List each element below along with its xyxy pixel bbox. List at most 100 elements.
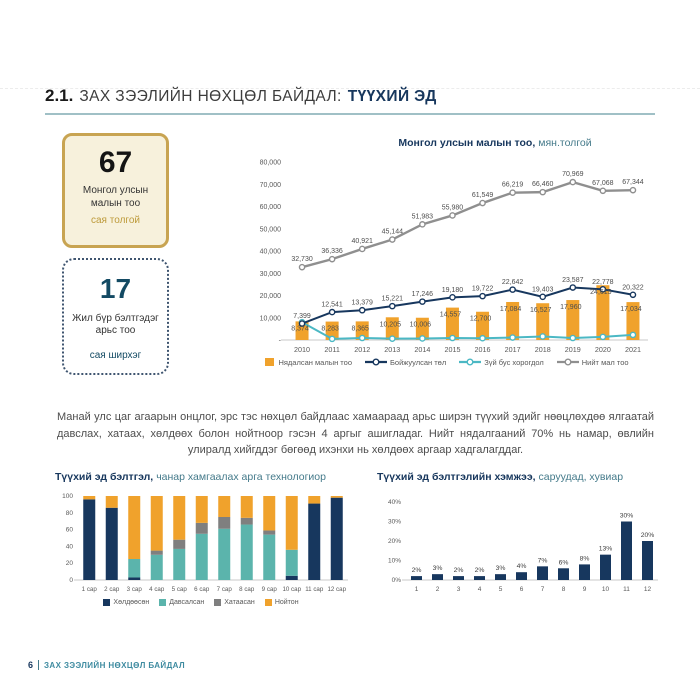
slaughter-bar: [385, 317, 399, 340]
section-title-accent: ТҮҮХИЙ ЭД: [347, 88, 437, 105]
legend-item: Бойжуулсан төл: [365, 357, 446, 367]
svg-text:50,000: 50,000: [260, 226, 282, 233]
svg-text:16,527: 16,527: [530, 307, 552, 314]
svg-text:3%: 3%: [433, 565, 443, 572]
svg-text:10: 10: [602, 586, 610, 593]
legend-label: Зүй бус хорогдол: [484, 357, 544, 367]
svg-text:7 сар: 7 сар: [217, 586, 233, 593]
legend-label: Нойтон: [274, 599, 299, 606]
svg-text:40: 40: [66, 543, 74, 550]
livestock-combo-chart: 80,000 70,000 60,000 50,000 40,000 30,000 20,0…: [260, 160, 648, 354]
svg-text:14,557: 14,557: [440, 312, 462, 319]
prep-method-chart-title: Түүхий эд бэлтгэл, чанар хамгаалах арга т…: [55, 471, 326, 483]
stack-segment: [218, 528, 231, 580]
chart-title-bold: Монгол улсын малын тоо,: [398, 137, 536, 149]
svg-text:17,960: 17,960: [560, 304, 582, 311]
stack-segment: [105, 496, 118, 508]
stack-segment: [308, 503, 321, 580]
svg-text:70,969: 70,969: [562, 171, 584, 178]
prep-method-chart-legend: Хөлдөөсөн Давсалсан Хатаасан Нойтон: [50, 599, 352, 606]
svg-text:19,722: 19,722: [472, 286, 494, 293]
svg-text:6%: 6%: [559, 559, 569, 566]
chart-title-rest: саруудад, хувиар: [538, 471, 624, 483]
percent-bar: [579, 564, 590, 580]
svg-text:2%: 2%: [454, 567, 464, 574]
chart-title-bold: Түүхий эд бэлтгэл,: [55, 471, 154, 483]
svg-text:20%: 20%: [388, 538, 401, 545]
stack-segment: [195, 522, 208, 534]
svg-text:2015: 2015: [444, 345, 460, 354]
svg-text:2014: 2014: [414, 345, 430, 354]
color-swatch-icon: [159, 599, 167, 606]
svg-text:3 сар: 3 сар: [127, 586, 143, 593]
slaughter-bar: [596, 285, 610, 340]
percent-bar: [474, 576, 485, 580]
svg-text:3%: 3%: [496, 565, 506, 572]
stack-segment: [285, 496, 298, 550]
svg-text:2019: 2019: [565, 345, 581, 354]
svg-text:23,587: 23,587: [562, 277, 584, 284]
chart-title-rest: мян.толгой: [538, 137, 592, 149]
stat-label: Жил бүр бэлтгэдэг арьс тоо: [72, 312, 159, 337]
page-footer: 6 ЗАХ ЗЭЭЛИЙН НӨХЦӨЛ БАЙДАЛ: [28, 660, 185, 670]
legend-item: Нядалсан малын тоо: [265, 357, 352, 367]
svg-text:12 сар: 12 сар: [327, 586, 346, 593]
prep-volume-chart-title: Түүхий эд бэлтгэлийн хэмжээ, саруудад, ху…: [377, 471, 623, 483]
svg-text:5 сар: 5 сар: [172, 586, 188, 593]
body-paragraph: Манай улс цаг агаарын онцлог, эрс тэс нө…: [57, 411, 654, 457]
svg-text:12,541: 12,541: [321, 302, 343, 309]
svg-text:61,549: 61,549: [472, 192, 494, 199]
svg-text:40,921: 40,921: [351, 238, 373, 245]
svg-text:22,778: 22,778: [592, 279, 614, 286]
svg-text:13,379: 13,379: [351, 300, 373, 307]
stack-segment: [263, 496, 276, 531]
line-marker-icon: [459, 358, 482, 366]
percent-bar: [432, 574, 443, 580]
svg-text:8 сар: 8 сар: [239, 586, 255, 593]
percent-bar: [516, 572, 527, 580]
svg-text:2010: 2010: [294, 345, 310, 354]
svg-text:40,000: 40,000: [260, 249, 282, 256]
stack-segment: [105, 507, 118, 580]
stack-segment: [240, 524, 253, 580]
svg-text:5: 5: [499, 586, 503, 593]
stat-value: 67: [98, 146, 133, 179]
svg-text:2 сар: 2 сар: [104, 586, 120, 593]
svg-text:19,180: 19,180: [442, 287, 464, 294]
series-line: [301, 180, 633, 269]
svg-text:66,460: 66,460: [532, 181, 554, 188]
svg-text:2020: 2020: [595, 345, 611, 354]
svg-text:12,700: 12,700: [470, 316, 492, 323]
svg-text:80: 80: [66, 510, 74, 517]
line-marker-icon: [365, 358, 387, 366]
stack-segment: [330, 497, 343, 580]
stack-segment: [150, 496, 163, 551]
stack-segment: [330, 496, 343, 498]
percent-bar: [558, 568, 569, 580]
svg-text:20: 20: [66, 560, 74, 567]
svg-text:7,399: 7,399: [293, 313, 311, 320]
svg-text:0%: 0%: [392, 577, 402, 584]
legend-label: Давсалсан: [169, 599, 205, 606]
livestock-chart-legend: Нядалсан малын тоо Бойжуулсан төл Зүй бус …: [237, 357, 657, 367]
svg-text:10,006: 10,006: [410, 322, 432, 329]
page-number: 6: [28, 660, 34, 670]
svg-text:8,283: 8,283: [321, 326, 339, 333]
color-swatch-icon: [264, 599, 272, 606]
svg-text:2%: 2%: [475, 567, 485, 574]
svg-text:6 сар: 6 сар: [194, 586, 210, 593]
svg-text:67,068: 67,068: [592, 180, 614, 187]
svg-text:4 сар: 4 сар: [149, 586, 165, 593]
svg-text:8,374: 8,374: [291, 325, 309, 332]
svg-text:2016: 2016: [475, 345, 491, 354]
stack-segment: [128, 577, 141, 580]
svg-text:15,221: 15,221: [382, 296, 404, 303]
svg-text:80,000: 80,000: [260, 160, 282, 167]
svg-text:22,642: 22,642: [502, 279, 524, 286]
slaughter-bar: [476, 311, 490, 340]
svg-text:9 сар: 9 сар: [262, 586, 278, 593]
svg-text:8: 8: [562, 586, 566, 593]
footer-divider: [38, 660, 40, 670]
slaughter-bar: [566, 300, 580, 340]
stat-value: 17: [99, 273, 132, 304]
